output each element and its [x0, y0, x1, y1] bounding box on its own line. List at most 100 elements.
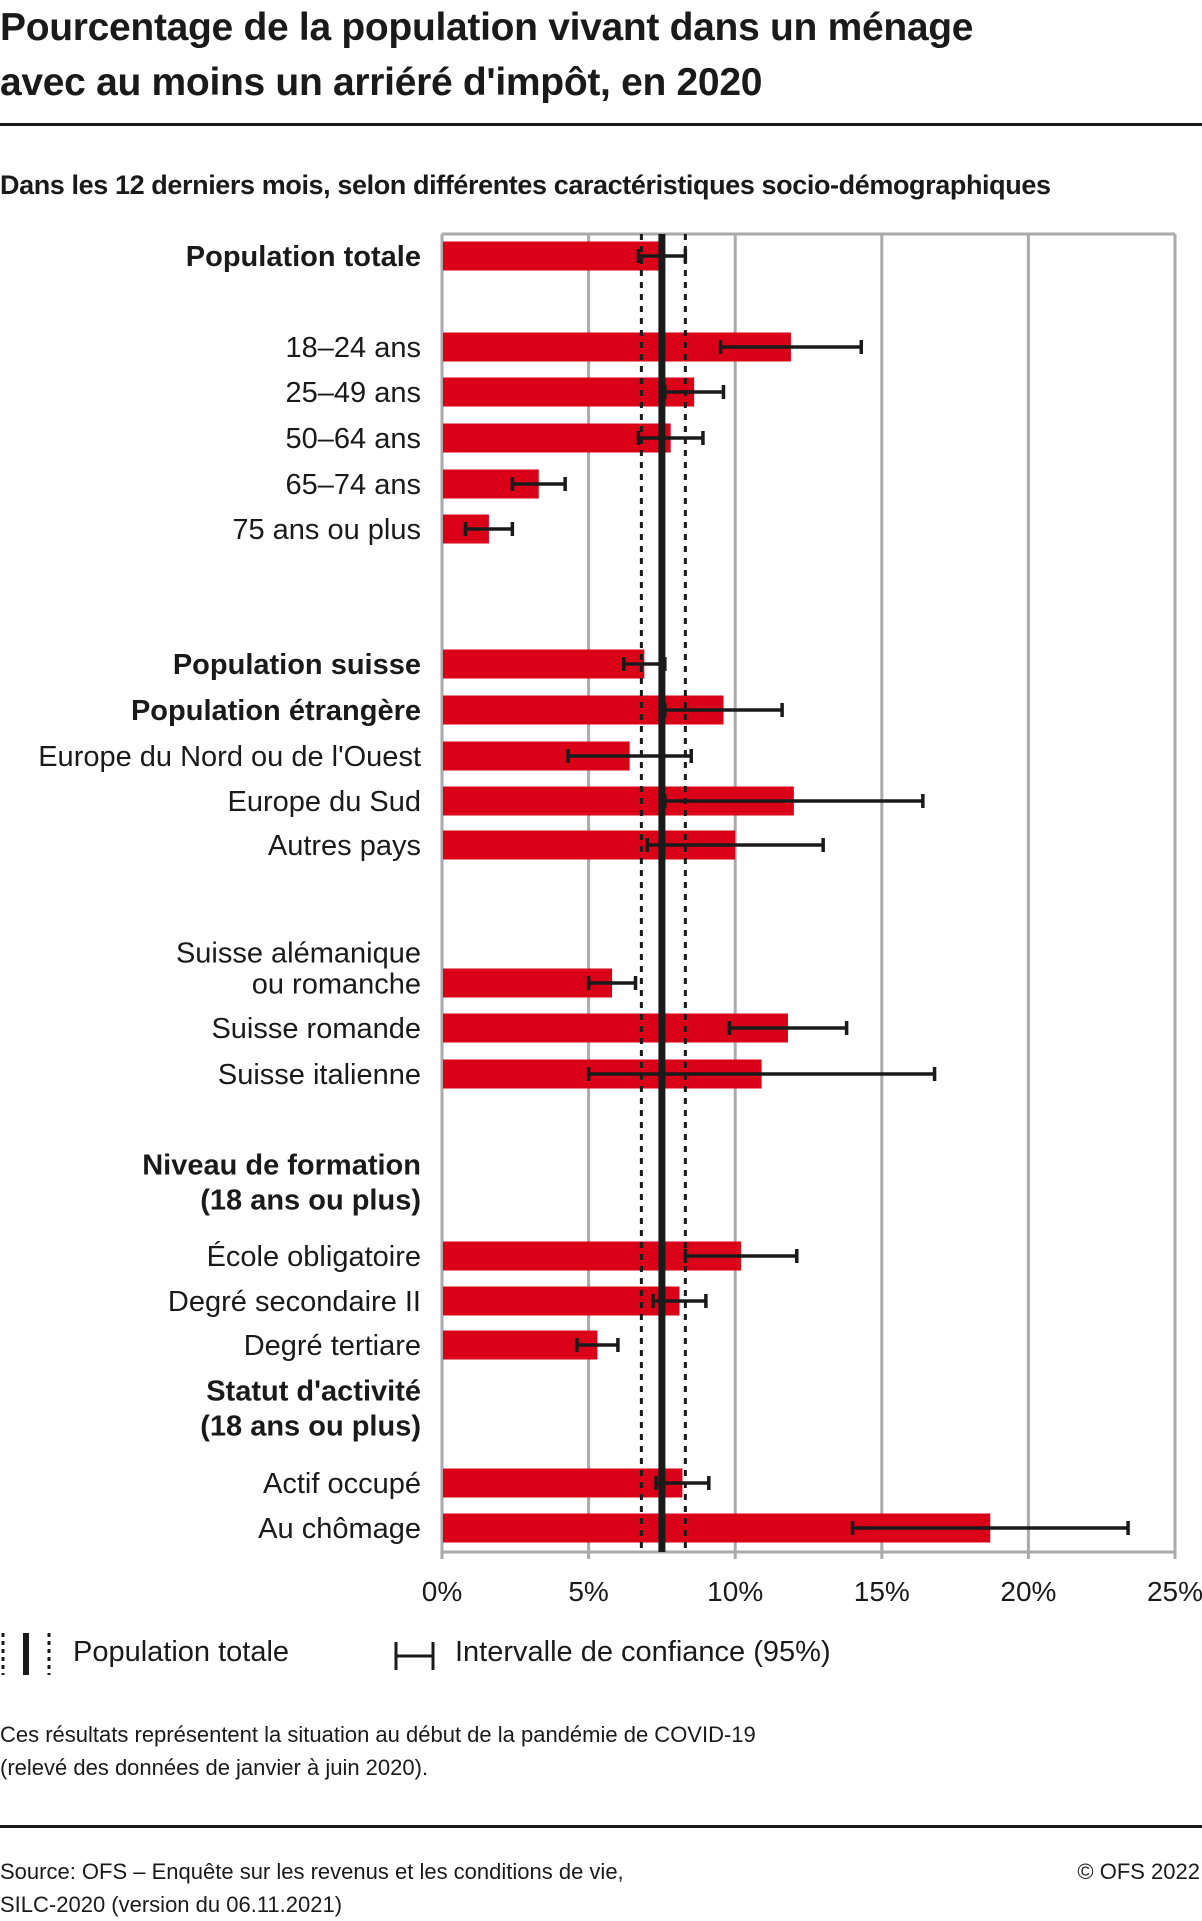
error-bar-9 — [663, 794, 925, 808]
legend-label-population-totale: Population totale — [73, 1636, 290, 1668]
legend-item-population-totale: Population totale — [0, 1628, 360, 1678]
error-bars — [463, 249, 1130, 1535]
group-header-0-line-1: Niveau de formation — [142, 1150, 421, 1182]
group-header-0-line-2: (18 ans ou plus) — [200, 1185, 421, 1217]
category-label-7: Population étrangère — [131, 695, 421, 727]
bar-3 — [443, 423, 671, 453]
error-bar-15 — [651, 1294, 708, 1308]
x-tick-label-0: 0% — [422, 1576, 462, 1607]
group-header-1-line-1: Statut d'activité — [206, 1376, 421, 1408]
x-tick-label-15: 15% — [854, 1576, 910, 1607]
reference-line-icon — [1, 1633, 51, 1675]
error-bar-7 — [663, 703, 784, 717]
category-label-14: École obligatoire — [207, 1240, 421, 1273]
category-label-8: Europe du Nord ou de l'Ouest — [38, 741, 421, 773]
error-bar-4 — [510, 477, 567, 491]
bar-15 — [443, 1286, 680, 1316]
bar-6 — [443, 649, 645, 679]
x-tick-label-25: 25% — [1147, 1576, 1202, 1607]
bar-16 — [443, 1330, 598, 1360]
group-header-0: Niveau de formation (18 ans ou plus) — [142, 1150, 421, 1217]
bar-11 — [443, 968, 613, 998]
error-bar-17 — [654, 1476, 711, 1490]
category-label-11: Suisse alémanique ou romanche — [176, 938, 421, 1001]
category-label-6-line-1: Population suisse — [173, 649, 421, 681]
category-label-8-line-1: Europe du Nord ou de l'Ouest — [38, 741, 421, 773]
bar-0 — [443, 241, 662, 271]
bar-17 — [443, 1468, 683, 1498]
chart-note-line-1: Ces résultats représentent la situation … — [0, 1722, 756, 1747]
chart-title-line-2: avec au moins un arriéré d'impôt, en 202… — [0, 61, 763, 104]
bar-chart: 0% 5% 10% 15% 20% 25% Population totale 18–24 a… — [38, 232, 1202, 1607]
category-label-1: 18–24 ans — [286, 332, 421, 364]
category-label-9-line-1: Europe du Sud — [228, 786, 421, 818]
bar-2 — [443, 377, 695, 407]
category-label-17: Actif occupé — [263, 1468, 421, 1500]
source: Source: OFS – Enquête sur les revenus et… — [0, 1855, 624, 1921]
category-label-15-line-1: Degré secondaire II — [168, 1286, 421, 1318]
category-label-4: 65–74 ans — [286, 469, 421, 501]
error-bar-8 — [566, 749, 693, 763]
x-tick-label-10: 10% — [707, 1576, 763, 1607]
category-label-17-line-1: Actif occupé — [263, 1468, 421, 1500]
category-label-18: Au chômage — [258, 1513, 421, 1545]
error-bar-16 — [575, 1338, 620, 1352]
confidence-interval-icon — [394, 1642, 435, 1670]
category-labels: Population totale 18–24 ans 25–49 ans 50–64… — [38, 241, 421, 1545]
category-label-2-line-1: 25–49 ans — [286, 377, 421, 409]
error-bar-18 — [850, 1521, 1130, 1535]
category-label-12: Suisse romande — [211, 1013, 421, 1045]
category-label-7-line-1: Population étrangère — [131, 695, 421, 727]
error-bar-13 — [586, 1067, 937, 1081]
category-label-5-line-1: 75 ans ou plus — [232, 514, 421, 546]
category-label-13: Suisse italienne — [218, 1059, 421, 1091]
error-bar-3 — [636, 431, 705, 445]
error-bar-5 — [463, 522, 515, 536]
error-bar-0 — [636, 249, 688, 263]
category-label-5: 75 ans ou plus — [232, 514, 421, 546]
chart-note: Ces résultats représentent la situation … — [0, 1718, 756, 1784]
category-label-16-line-1: Degré tertiare — [244, 1330, 421, 1362]
reference-lines — [639, 234, 687, 1552]
group-header-1: Statut d'activité (18 ans ou plus) — [200, 1376, 421, 1443]
category-label-16: Degré tertiare — [244, 1330, 421, 1362]
category-label-18-line-1: Au chômage — [258, 1513, 421, 1545]
category-label-4-line-1: 65–74 ans — [286, 469, 421, 501]
copyright: © OFS 2022 — [1077, 1859, 1200, 1884]
category-label-1-line-1: 18–24 ans — [286, 332, 421, 364]
category-label-2: 25–49 ans — [286, 377, 421, 409]
footer-divider — [0, 1825, 1202, 1828]
chart-title-line-1: Pourcentage de la population vivant dans… — [0, 6, 974, 49]
chart-subtitle: Dans les 12 derniers mois, selon différe… — [0, 170, 1051, 200]
title-divider — [0, 123, 1202, 126]
error-bar-6 — [622, 657, 667, 671]
source-line-2: SILC-2020 (version du 06.11.2021) — [0, 1892, 343, 1917]
category-label-3: 50–64 ans — [286, 423, 421, 455]
category-label-14-line-1: École obligatoire — [207, 1240, 421, 1273]
x-tick-label-5: 5% — [568, 1576, 608, 1607]
group-header-1-line-2: (18 ans ou plus) — [200, 1411, 421, 1443]
legend-label-confidence-interval: Intervalle de confiance (95%) — [455, 1636, 831, 1668]
x-tick-label-20: 20% — [1000, 1576, 1056, 1607]
source-line-1: Source: OFS – Enquête sur les revenus et… — [0, 1859, 624, 1884]
error-bar-12 — [727, 1021, 849, 1035]
category-label-13-line-1: Suisse italienne — [218, 1059, 421, 1091]
category-label-15: Degré secondaire II — [168, 1286, 421, 1318]
x-tick-labels: 0% 5% 10% 15% 20% 25% — [422, 1576, 1202, 1607]
error-bar-14 — [683, 1249, 799, 1263]
category-label-10: Autres pays — [268, 830, 421, 862]
error-bar-2 — [663, 385, 726, 399]
category-label-0-line-1: Population totale — [186, 241, 421, 273]
legend-item-confidence-interval: Intervalle de confiance (95%) — [393, 1628, 893, 1678]
bars — [443, 241, 991, 1543]
error-bar-11 — [586, 976, 638, 990]
error-bar-1 — [718, 340, 864, 354]
error-bar-10 — [645, 838, 825, 852]
chart-note-line-2: (relevé des données de janvier à juin 20… — [0, 1755, 429, 1780]
category-label-3-line-1: 50–64 ans — [286, 423, 421, 455]
category-label-11-line-1: Suisse alémanique — [176, 938, 421, 970]
category-label-10-line-1: Autres pays — [268, 830, 421, 862]
category-label-11-line-2: ou romanche — [252, 969, 421, 1001]
category-label-12-line-1: Suisse romande — [211, 1013, 421, 1045]
category-label-9: Europe du Sud — [228, 786, 421, 818]
